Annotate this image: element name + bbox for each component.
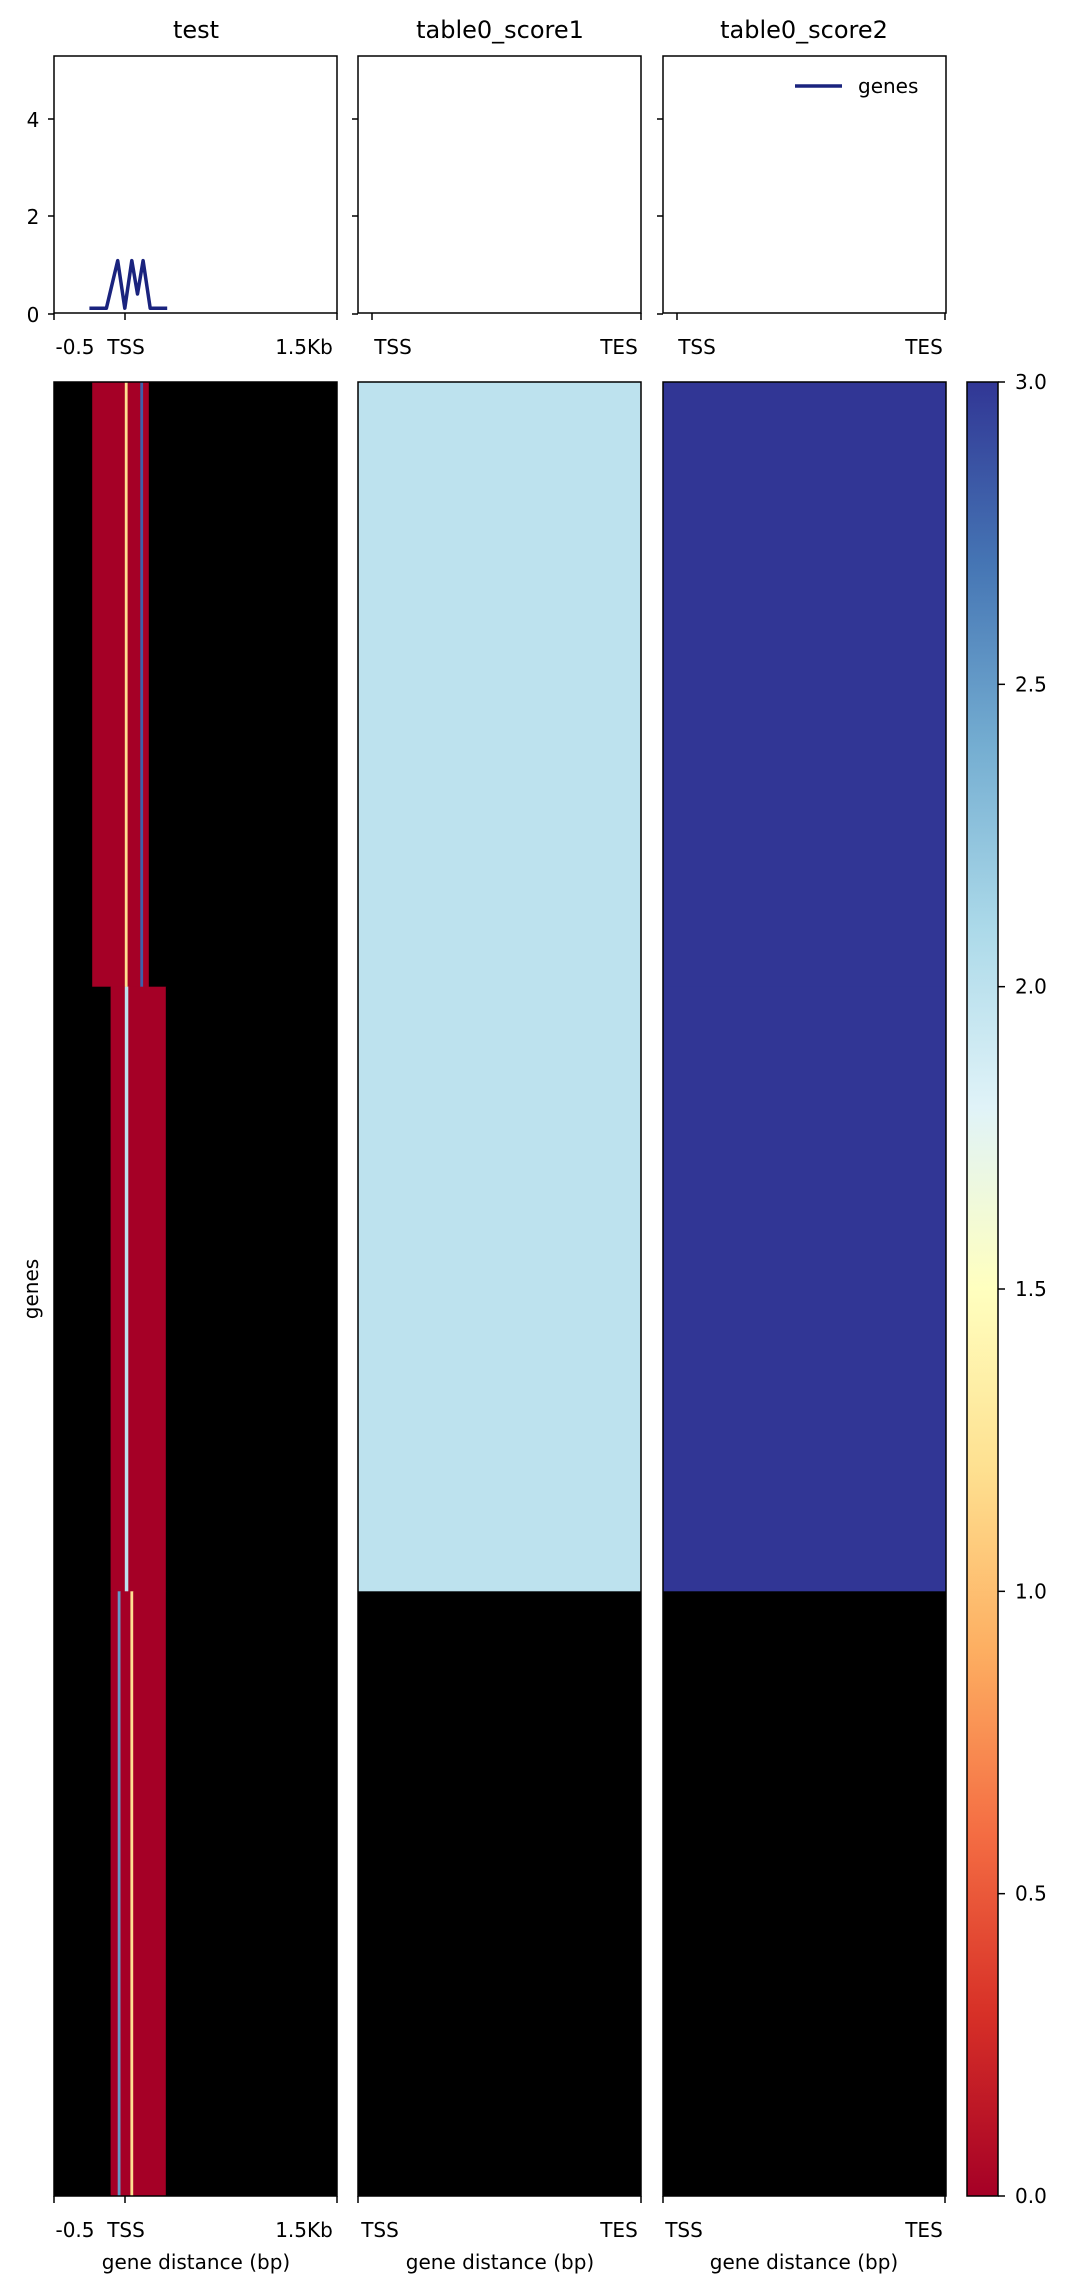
legend: genes bbox=[795, 74, 918, 98]
x-tick-label: TES bbox=[904, 335, 943, 359]
x-tick-label: TES bbox=[599, 335, 638, 359]
profile-title-table0-score1: table0_score1 bbox=[416, 16, 584, 44]
heatmap-cell bbox=[54, 382, 93, 988]
heatmap-xlabel: gene distance (bp) bbox=[710, 2250, 898, 2274]
heatmap-cell bbox=[133, 1591, 167, 2197]
profile-x-axis-test: -0.5 TSS 1.5Kb bbox=[53, 313, 338, 359]
heatmap-cell bbox=[54, 1591, 112, 2197]
heatmap-x-axis-table0-score2: TSS TES gene distance (bp) bbox=[662, 2196, 946, 2274]
heatmap-cell bbox=[120, 1591, 131, 2197]
profile-lines bbox=[89, 258, 168, 310]
heatmap-cell bbox=[663, 986, 946, 1592]
profile-y-axis-test: 0 2 4 bbox=[27, 108, 54, 327]
heatmap-cell bbox=[358, 382, 641, 988]
heatmap-x-axis-test: -0.5 TSS 1.5Kb gene distance (bp) bbox=[53, 2196, 338, 2274]
heatmap-cell bbox=[124, 986, 129, 1592]
colorbar-tick-label: 0.5 bbox=[1015, 1882, 1047, 1906]
heatmap-cell bbox=[358, 1591, 641, 2197]
x-tick-label: TSS bbox=[677, 335, 716, 359]
heatmap-cell bbox=[124, 382, 129, 988]
heatmap-frame-table0-score1 bbox=[357, 381, 642, 2197]
y-tick-label: 2 bbox=[27, 205, 40, 229]
heatmap-cell bbox=[92, 382, 126, 988]
legend-label-genes: genes bbox=[858, 74, 918, 98]
profile-title-table0-score2: table0_score2 bbox=[720, 16, 888, 44]
profile-axes-table0-score1 bbox=[357, 55, 642, 314]
profile-title-test: test bbox=[173, 16, 219, 44]
heatmap-frame-table0-score2 bbox=[662, 381, 947, 2197]
heatmap-cell bbox=[165, 986, 338, 1592]
profile-axes-test bbox=[53, 55, 338, 314]
heatmap-ylabel: genes bbox=[19, 1259, 43, 1319]
heatmap-cell bbox=[663, 382, 946, 988]
x-tick-label: TES bbox=[904, 2218, 943, 2242]
x-tick-label: TSS bbox=[106, 2218, 145, 2242]
x-tick-label: 1.5Kb bbox=[275, 335, 333, 359]
heatmap-cell bbox=[117, 1591, 121, 2197]
x-tick-label: TSS bbox=[373, 335, 412, 359]
x-tick-label: TSS bbox=[664, 2218, 703, 2242]
profile-axes-table0-score2 bbox=[662, 55, 947, 314]
profile-y-axis-table0-score1 bbox=[352, 118, 358, 315]
heatmap-cell bbox=[54, 986, 112, 1592]
colorbar-tick-label: 0.0 bbox=[1015, 2184, 1047, 2208]
profile-x-axis-table0-score2: TSS TES bbox=[676, 313, 946, 359]
y-tick-label: 4 bbox=[27, 108, 40, 132]
colorbar-tick-label: 1.5 bbox=[1015, 1277, 1047, 1301]
x-tick-label: TSS bbox=[360, 2218, 399, 2242]
heatmap-xlabel: gene distance (bp) bbox=[406, 2250, 594, 2274]
colorbar-tick-label: 1.0 bbox=[1015, 1579, 1047, 1603]
heatmap-x-axis-table0-score1: TSS TES gene distance (bp) bbox=[357, 2196, 642, 2274]
colorbar-ticks: 0.0 0.5 1.0 1.5 2.0 2.5 3.0 bbox=[998, 370, 1047, 2208]
heatmap-frame-test bbox=[53, 381, 338, 2197]
heatmap-cell bbox=[663, 1591, 946, 2197]
heatmap-cell bbox=[148, 382, 338, 988]
y-tick-label: 0 bbox=[27, 303, 40, 327]
profile-line-genes bbox=[89, 258, 168, 310]
profile-y-axis-table0-score2 bbox=[657, 118, 663, 315]
heatmap-cell bbox=[110, 986, 126, 1592]
x-tick-label: -0.5 bbox=[55, 2218, 94, 2242]
x-tick-label: 1.5Kb bbox=[275, 2218, 333, 2242]
colorbar-tick-label: 2.5 bbox=[1015, 672, 1047, 696]
profile-x-axis-table0-score1: TSS TES bbox=[371, 313, 642, 359]
heatmap-cell bbox=[127, 382, 141, 988]
heatmap-cell bbox=[358, 986, 641, 1592]
colorbar-tick-label: 3.0 bbox=[1015, 370, 1047, 394]
x-tick-label: TSS bbox=[106, 335, 145, 359]
x-tick-label: -0.5 bbox=[55, 335, 94, 359]
colorbar bbox=[966, 381, 999, 2197]
heatmap-cell bbox=[140, 382, 144, 988]
heatmap-cell bbox=[128, 986, 167, 1592]
colorbar-tick-label: 2.0 bbox=[1015, 975, 1047, 999]
heatmap-cell bbox=[165, 1591, 338, 2197]
heatmap-cell bbox=[143, 382, 150, 988]
heatmap-cell bbox=[130, 1591, 134, 2197]
heatmap-xlabel: gene distance (bp) bbox=[102, 2250, 290, 2274]
x-tick-label: TES bbox=[599, 2218, 638, 2242]
heatmaps bbox=[54, 382, 946, 2197]
heatmap-cell bbox=[110, 1591, 119, 2197]
